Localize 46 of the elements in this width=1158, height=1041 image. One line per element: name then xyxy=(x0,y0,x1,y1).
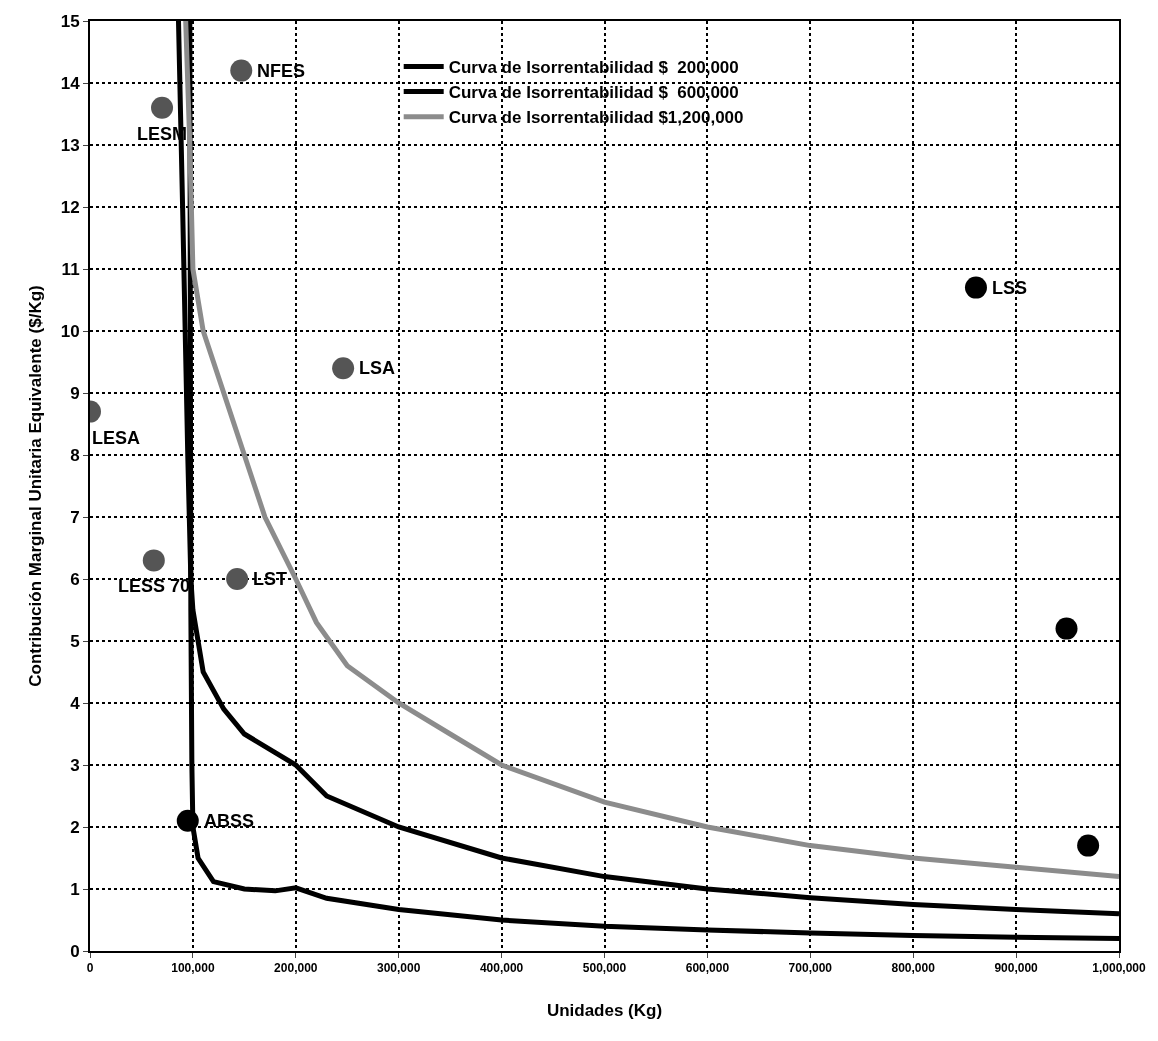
point xyxy=(1055,617,1078,640)
y-axis-title: Contribución Marginal Unitaria Equivalente ($/Kg) xyxy=(25,285,45,687)
legend-label: Curva de Isorrentabilidad $ 200,000 xyxy=(448,58,739,78)
y-tick-label: 4 xyxy=(70,693,81,713)
annotation: LSS xyxy=(992,278,1028,298)
legend-label: Curva de Isorrentabilidad $ 600,000 xyxy=(448,83,739,103)
y-tick-label: 10 xyxy=(60,321,80,341)
y-tick-label: 1 xyxy=(70,879,80,899)
y-tick-label: 5 xyxy=(70,631,80,651)
x-tick-label: 200,000 xyxy=(274,961,318,976)
x-axis-title: Unidades (Kg) xyxy=(546,1001,663,1021)
annotation: LESA xyxy=(92,428,141,448)
x-tick-label: 600,000 xyxy=(685,961,730,976)
point xyxy=(1077,834,1100,857)
x-tick-label: 400,000 xyxy=(479,961,524,976)
x-tick-label: 300,000 xyxy=(377,961,421,976)
y-tick-label: 7 xyxy=(70,507,80,527)
x-tick-label: 900,000 xyxy=(994,961,1039,976)
x-tick-label: 800,000 xyxy=(891,961,936,976)
y-tick-label: 12 xyxy=(60,197,80,217)
y-tick-label: 3 xyxy=(70,755,80,775)
x-tick-label: 0 xyxy=(86,961,94,976)
annotation: NFES xyxy=(257,61,306,81)
legend-label: Curva de Isorrentabilidad $1,200,000 xyxy=(448,108,744,128)
point xyxy=(142,549,165,572)
annotation: ABSS xyxy=(204,811,255,831)
y-tick-label: 9 xyxy=(70,383,80,403)
point xyxy=(964,276,987,299)
point xyxy=(230,59,253,82)
y-tick-label: 8 xyxy=(70,445,80,465)
x-tick-label: 1,000,000 xyxy=(1092,961,1147,976)
y-tick-label: 15 xyxy=(60,11,80,31)
annotation: LSA xyxy=(359,358,395,378)
y-tick-label: 2 xyxy=(70,817,80,837)
x-tick-label: 500,000 xyxy=(582,961,627,976)
y-tick-label: 14 xyxy=(60,73,81,93)
x-tick-label: 700,000 xyxy=(788,961,833,976)
point xyxy=(332,357,355,380)
y-tick-label: 0 xyxy=(70,941,80,961)
y-tick-label: 6 xyxy=(70,569,80,589)
point xyxy=(151,96,174,119)
point xyxy=(176,809,199,832)
x-tick-label: 100,000 xyxy=(171,961,215,976)
y-tick-label: 13 xyxy=(60,135,80,155)
y-tick-label: 11 xyxy=(61,259,80,279)
point xyxy=(226,568,249,590)
